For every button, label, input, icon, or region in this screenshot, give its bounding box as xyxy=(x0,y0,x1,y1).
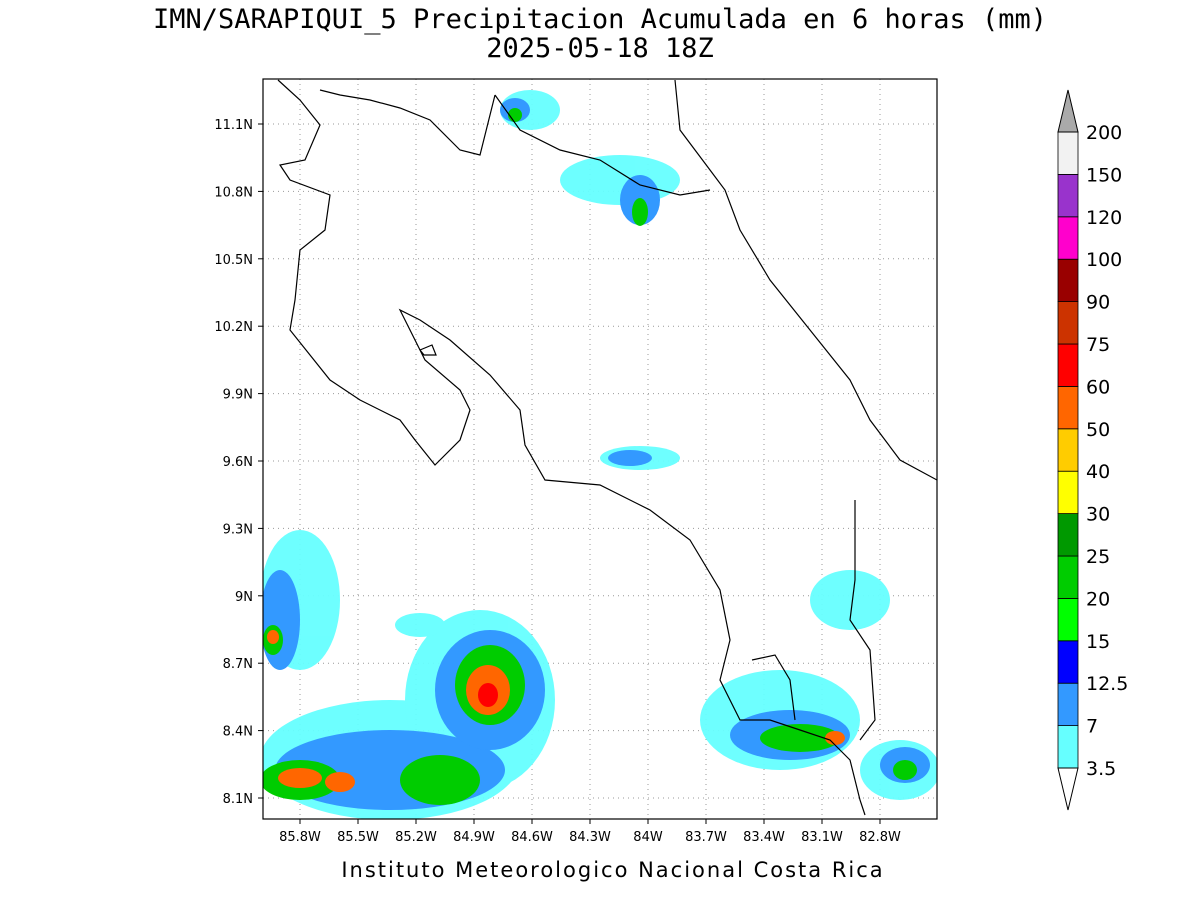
lat-label: 9.6N xyxy=(223,455,253,470)
colorbar-label: 50 xyxy=(1086,419,1110,441)
colorbar-box xyxy=(1057,555,1079,599)
colorbar-box xyxy=(1057,131,1079,175)
colorbar-under xyxy=(1057,767,1079,811)
lat-label: 9.9N xyxy=(223,388,253,403)
colorbar-label: 12.5 xyxy=(1086,673,1128,695)
lon-label: 82.8W xyxy=(859,830,901,845)
colorbar-label: 75 xyxy=(1086,334,1110,356)
colorbar-label: 40 xyxy=(1086,461,1110,483)
colorbar-box xyxy=(1057,513,1079,557)
colorbar-box xyxy=(1057,216,1079,260)
lon-label: 85.8W xyxy=(279,830,321,845)
lon-label: 85.2W xyxy=(395,830,437,845)
colorbar-box xyxy=(1057,682,1079,727)
colorbar-label: 7 xyxy=(1086,716,1098,738)
lon-label: 85.5W xyxy=(337,830,379,845)
colorbar-box xyxy=(1057,725,1079,769)
colorbar-label: 200 xyxy=(1086,122,1122,144)
lon-label: 84.9W xyxy=(453,830,495,845)
colorbar-box xyxy=(1057,428,1079,472)
colorbar-box xyxy=(1057,385,1079,430)
lon-label: 84.3W xyxy=(569,830,611,845)
lat-label: 9.3N xyxy=(223,522,253,537)
lon-label: 83.4W xyxy=(743,830,785,845)
colorbar-box xyxy=(1057,258,1079,303)
coastline xyxy=(277,79,937,816)
colorbar-box xyxy=(1057,598,1079,642)
lat-label: 10.8N xyxy=(214,185,253,200)
colorbar-label: 100 xyxy=(1086,249,1122,271)
colorbar: 3.5 7 12.5 15 20 25 30 40 50 60 75 90 100 120 150 200 xyxy=(1057,89,1128,811)
colorbar-box xyxy=(1057,173,1079,218)
lat-label: 10.5N xyxy=(214,253,253,268)
lat-label: 8.4N xyxy=(223,725,253,740)
colorbar-label: 3.5 xyxy=(1086,758,1116,780)
colorbar-over xyxy=(1057,89,1079,133)
colorbar-label: 15 xyxy=(1086,631,1110,653)
map-frame xyxy=(262,78,938,820)
lon-label: 84W xyxy=(633,830,663,845)
colorbar-box xyxy=(1057,301,1079,345)
subtitle: 2025-05-18 18Z xyxy=(486,33,714,64)
axes: 8.1N 8.4N 8.7N 9N 9.3N 9.6N 9.9N 10.2N 10.5N 10.8… xyxy=(214,118,901,845)
colorbar-label: 90 xyxy=(1086,292,1110,314)
precip-field xyxy=(263,90,937,819)
title: IMN/SARAPIQUI_5 Precipitacion Acumulada … xyxy=(153,4,1047,35)
colorbar-label: 150 xyxy=(1086,164,1122,186)
colorbar-box xyxy=(1057,343,1079,387)
colorbar-box xyxy=(1057,470,1079,515)
colorbar-label: 30 xyxy=(1086,504,1110,526)
lon-label: 84.6W xyxy=(511,830,553,845)
colorbar-label: 20 xyxy=(1086,588,1110,610)
colorbar-box xyxy=(1057,640,1079,684)
lat-label: 10.2N xyxy=(214,320,253,335)
footer: Instituto Meteorologico Nacional Costa R… xyxy=(341,858,884,882)
lat-label: 8.1N xyxy=(223,792,253,807)
lon-label: 83.7W xyxy=(685,830,727,845)
colorbar-label: 25 xyxy=(1086,546,1110,568)
lon-label: 83.1W xyxy=(801,830,843,845)
lat-label: 8.7N xyxy=(223,657,253,672)
lat-label: 11.1N xyxy=(214,118,253,133)
colorbar-label: 60 xyxy=(1086,376,1110,398)
colorbar-label: 120 xyxy=(1086,207,1122,229)
lat-label: 9N xyxy=(235,590,253,605)
